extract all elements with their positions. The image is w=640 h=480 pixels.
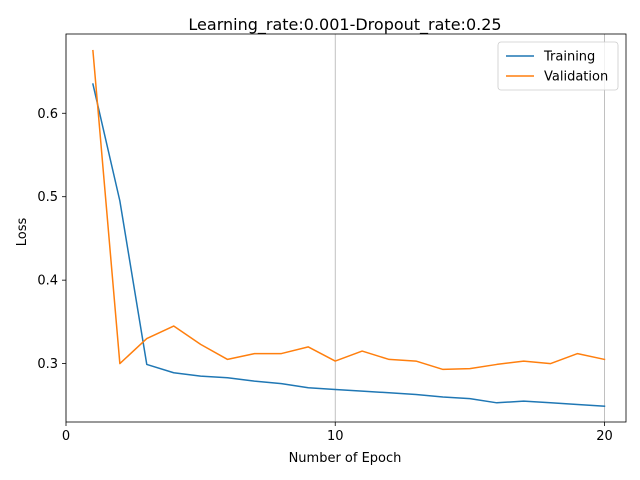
legend: Training Validation [498, 42, 618, 90]
y-tick-label-0: 0.3 [37, 357, 58, 372]
x-axis-label: Number of Epoch [289, 451, 402, 466]
y-tick-label-1: 0.4 [37, 274, 58, 289]
y-tick-label-2: 0.5 [37, 190, 58, 205]
x-tick-label-0: 0 [62, 429, 70, 444]
y-axis-label: Loss [15, 218, 30, 247]
x-tick-label-1: 10 [327, 429, 344, 444]
x-tick-label-2: 20 [596, 429, 613, 444]
y-tick-label-3: 0.6 [37, 107, 58, 122]
legend-label-training: Training [543, 50, 595, 65]
chart-title: Learning_rate:0.001-Dropout_rate:0.25 [188, 15, 501, 35]
legend-label-validation: Validation [544, 70, 608, 85]
